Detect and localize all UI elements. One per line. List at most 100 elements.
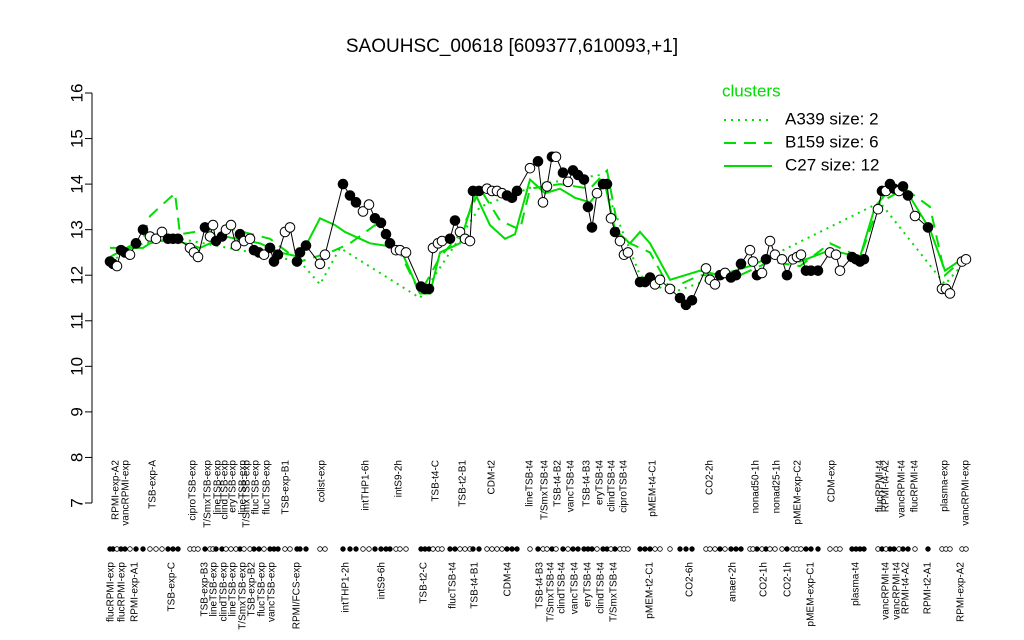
strip-dot — [447, 546, 453, 552]
bottom-label: TSB-exp-C — [167, 562, 178, 611]
strip-dot — [378, 546, 384, 552]
strip-dot — [570, 546, 576, 552]
data-point — [909, 210, 921, 222]
strip-dot — [462, 546, 468, 552]
strip-dot — [779, 546, 785, 552]
strip-dot — [667, 546, 673, 552]
strip-dot — [140, 546, 146, 552]
strip-dot — [366, 546, 372, 552]
data-point — [562, 176, 574, 188]
data-point — [760, 253, 772, 265]
chart-title: SAOUHSC_00618 [609377,610093,+1] — [346, 36, 678, 57]
data-point — [350, 197, 362, 208]
top-label: CDM-t2 — [487, 460, 498, 495]
top-label: plasma-exp — [940, 460, 951, 512]
data-point — [781, 269, 793, 281]
y-tick-label: 7 — [67, 498, 86, 507]
data-point — [192, 251, 204, 263]
top-label: TSB-exp-B1 — [281, 460, 292, 515]
top-label: lineTSB-exp — [213, 460, 224, 515]
y-tick-label: 16 — [67, 84, 86, 103]
top-label: clindTSB-exp — [220, 460, 231, 520]
strip-dot — [452, 546, 458, 552]
strip-dot — [738, 546, 744, 552]
data-point — [464, 235, 476, 247]
top-label: eryTSB-t4 — [595, 460, 606, 505]
strip-dot — [322, 546, 328, 552]
data-point — [601, 178, 613, 190]
top-label: lineTSB-exp — [238, 460, 249, 515]
strip-dot — [677, 546, 683, 552]
top-label: lineTSB-t4 — [525, 460, 536, 507]
strip-dot — [297, 546, 303, 552]
strip-dot — [544, 546, 550, 552]
strip-dot — [504, 546, 510, 552]
strip-dot — [165, 546, 171, 552]
bottom-label: TSB-t4-B3 — [535, 562, 546, 609]
bottom-label: vancTSB-exp — [267, 562, 278, 622]
data-point — [586, 222, 598, 233]
strip-dot — [891, 546, 897, 552]
bottom-label: flucTSB-t4 — [448, 562, 459, 609]
bottom-label: T/SmxTSB-t4 — [609, 562, 620, 622]
strip-dot — [625, 546, 631, 552]
top-label: colist-exp — [317, 460, 328, 503]
strip-dot — [175, 546, 181, 552]
data-point — [709, 279, 721, 290]
strip-dot — [133, 546, 139, 552]
bottom-label: vancRPMI-t4 — [892, 562, 903, 620]
top-label: RPMI-t4-A2 — [881, 460, 892, 513]
bottom-label: RPMI-t4-A2 — [901, 562, 912, 615]
strip-dot — [360, 546, 366, 552]
data-point — [764, 235, 776, 247]
bottom-label: RPMI-t2-A1 — [923, 562, 934, 615]
strip-dot — [353, 546, 359, 552]
bottom-label: T/SmxTSB-exp — [238, 562, 249, 630]
data-point — [654, 274, 666, 286]
data-point — [244, 233, 256, 245]
bottom-label: clindTSB-exp — [219, 562, 230, 622]
data-point — [130, 238, 142, 249]
strip-dot — [712, 546, 718, 552]
strip-dot — [594, 546, 600, 552]
bottom-label: eryTSB-t4 — [583, 562, 594, 607]
strip-dot — [457, 546, 463, 552]
top-label: nonad50-1h — [751, 460, 762, 513]
data-point — [344, 190, 356, 201]
bottom-label: lineTSB-exp — [228, 562, 239, 617]
strip-dot — [282, 546, 288, 552]
strip-dot — [912, 546, 918, 552]
top-label: nonad25-1h — [772, 460, 783, 513]
bottom-label: plasma-t4 — [851, 562, 862, 606]
data-point — [605, 212, 617, 224]
top-label: pMEM-exp-C2 — [793, 460, 804, 525]
strip-dot — [484, 546, 490, 552]
data-point — [444, 233, 456, 245]
data-point — [124, 249, 136, 261]
bottom-label: CO2-1h — [783, 562, 794, 597]
strip-dot — [170, 546, 176, 552]
strip-dot — [153, 546, 159, 552]
strip-dot — [565, 546, 571, 552]
data-point — [858, 253, 870, 265]
strip-dot — [470, 546, 476, 552]
top-label: CDM-exp — [827, 460, 838, 503]
data-point — [291, 256, 303, 267]
top-label: TSB-t2-B1 — [458, 460, 469, 507]
strip-dot — [489, 546, 495, 552]
top-label: flucTSB-exp — [262, 460, 273, 515]
data-point — [314, 258, 326, 270]
bottom-label: pMEM-t2-C1 — [645, 562, 656, 619]
bottom-label: TSB-t4-B1 — [470, 562, 481, 609]
strip-dot — [722, 546, 728, 552]
strip-dot — [612, 546, 618, 552]
strip-dot — [202, 546, 208, 552]
data-point — [207, 219, 219, 231]
data-point — [622, 247, 634, 258]
y-tick-label: 9 — [67, 407, 86, 416]
strip-dot — [642, 546, 648, 552]
strip-dot — [589, 546, 595, 552]
top-label: CO2-2h — [705, 460, 716, 495]
data-point — [300, 240, 312, 251]
